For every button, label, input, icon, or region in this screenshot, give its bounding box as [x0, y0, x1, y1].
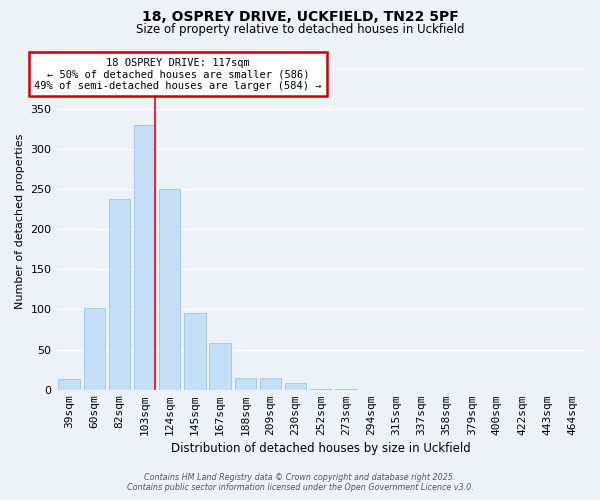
Bar	[260, 378, 281, 390]
Text: Size of property relative to detached houses in Uckfield: Size of property relative to detached ho…	[136, 22, 464, 36]
Bar	[285, 384, 307, 390]
Y-axis label: Number of detached properties: Number of detached properties	[15, 134, 25, 309]
Bar	[184, 312, 206, 390]
Bar	[159, 189, 181, 390]
Bar	[335, 389, 356, 390]
Bar	[310, 389, 331, 390]
Bar	[235, 378, 256, 390]
Text: 18, OSPREY DRIVE, UCKFIELD, TN22 5PF: 18, OSPREY DRIVE, UCKFIELD, TN22 5PF	[142, 10, 458, 24]
Text: 18 OSPREY DRIVE: 117sqm
← 50% of detached houses are smaller (586)
49% of semi-d: 18 OSPREY DRIVE: 117sqm ← 50% of detache…	[34, 58, 322, 91]
Bar	[134, 125, 155, 390]
X-axis label: Distribution of detached houses by size in Uckfield: Distribution of detached houses by size …	[171, 442, 470, 455]
Text: Contains HM Land Registry data © Crown copyright and database right 2025.
Contai: Contains HM Land Registry data © Crown c…	[127, 473, 473, 492]
Bar	[83, 308, 105, 390]
Bar	[58, 380, 80, 390]
Bar	[109, 198, 130, 390]
Bar	[209, 343, 231, 390]
